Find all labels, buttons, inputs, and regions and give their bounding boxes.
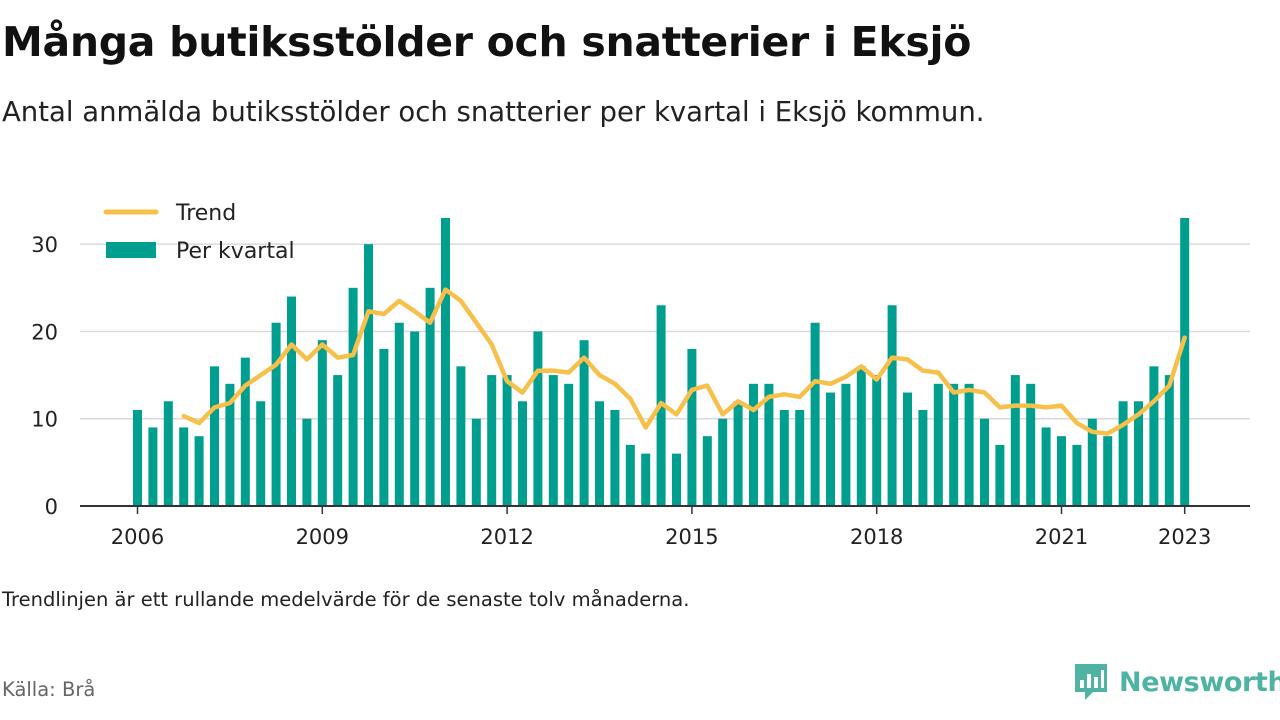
bar: [610, 410, 620, 506]
bar: [1134, 401, 1143, 506]
bar: [595, 401, 604, 506]
bar: [687, 348, 697, 506]
bar: [949, 383, 959, 506]
y-tick-label: 0: [45, 495, 58, 519]
bar: [194, 436, 204, 506]
bar: [933, 383, 943, 506]
bar: [918, 410, 928, 506]
bar: [718, 418, 728, 506]
bar: [240, 357, 250, 506]
bar: [456, 366, 466, 506]
legend-trend-label: Trend: [175, 201, 236, 226]
bar: [564, 383, 574, 506]
bar: [533, 331, 543, 506]
newsworthy-icon: [1075, 664, 1107, 700]
bar: [1087, 418, 1097, 506]
bar: [1103, 436, 1113, 506]
bar: [410, 331, 420, 506]
x-tick-label: 2018: [850, 525, 903, 549]
bar: [1026, 383, 1036, 506]
bar: [333, 375, 343, 506]
x-tick-label: 2006: [111, 525, 164, 549]
bar: [287, 296, 296, 506]
bar: [317, 340, 327, 506]
legend: Trend Per kvartal: [103, 201, 295, 264]
bar: [487, 375, 497, 506]
bar: [764, 383, 774, 506]
bar: [779, 410, 789, 506]
bar: [810, 322, 820, 506]
bar: [425, 287, 435, 506]
axes: 0 10 20 30 2006 2009 2012 2015 2018 2021 2023: [31, 233, 1250, 549]
bar: [163, 401, 173, 506]
bar: [672, 453, 681, 506]
bar: [225, 383, 235, 506]
legend-bar-label: Per kvartal: [176, 239, 295, 264]
bar: [856, 366, 866, 506]
bar: [548, 375, 558, 506]
chart-area: 0 10 20 30 2006 2009 2012 2015 2018 2021 2023 Tren…: [31, 201, 1250, 549]
bar: [980, 418, 989, 506]
bar: [625, 444, 635, 506]
bar: [841, 383, 851, 506]
bar: [518, 401, 527, 506]
bar: [1072, 444, 1082, 506]
bar: [964, 383, 974, 506]
bar: [1041, 427, 1051, 506]
y-tick-label: 20: [31, 320, 58, 344]
x-tick-label: 2023: [1158, 525, 1211, 549]
bar: [1010, 375, 1020, 506]
bar: [733, 401, 743, 506]
bar: [210, 366, 219, 506]
chart-title: Många butiksstölder och snatterier i Eks…: [2, 18, 972, 66]
x-tick-label: 2009: [296, 525, 349, 549]
bar: [1180, 218, 1190, 506]
bar: [641, 453, 651, 506]
bar: [702, 436, 712, 506]
bar: [256, 401, 266, 506]
x-tick-label: 2021: [1035, 525, 1088, 549]
bar: [394, 322, 404, 506]
bar: [179, 427, 189, 506]
bar: [903, 392, 912, 506]
bar: [502, 375, 512, 506]
x-tick-label: 2012: [480, 525, 533, 549]
bar: [1149, 366, 1159, 506]
y-tick-label: 30: [31, 233, 58, 257]
bar: [579, 340, 589, 506]
bar: [133, 410, 142, 506]
bar: [271, 322, 281, 506]
bar: [749, 383, 758, 506]
bar: [795, 410, 805, 506]
legend-bar-swatch: [106, 242, 156, 258]
trend-line: [181, 287, 1187, 436]
bar: [1118, 401, 1128, 506]
bar: [302, 418, 312, 506]
bar: [995, 444, 1005, 506]
chart-subtitle: Antal anmälda butiksstölder och snatteri…: [2, 96, 985, 128]
bar: [826, 392, 835, 506]
y-tick-label: 10: [31, 408, 58, 432]
trend-line-layer: [181, 287, 1187, 436]
bar: [348, 287, 358, 506]
bar: [1164, 375, 1174, 506]
bar: [1057, 436, 1066, 506]
bar: [364, 244, 373, 506]
bar: [471, 418, 481, 506]
bar: [441, 218, 450, 506]
source-label: Källa: Brå: [2, 678, 96, 701]
bar: [379, 348, 389, 506]
bar: [872, 375, 882, 506]
newsworthy-logo: Newsworthy: [1073, 662, 1280, 702]
bar: [148, 427, 158, 506]
bar: [887, 305, 897, 506]
brand-name: Newsworthy: [1119, 666, 1280, 698]
footnote: Trendlinjen är ett rullande medelvärde f…: [2, 588, 690, 611]
x-tick-label: 2015: [665, 525, 718, 549]
bars: [133, 218, 1190, 506]
